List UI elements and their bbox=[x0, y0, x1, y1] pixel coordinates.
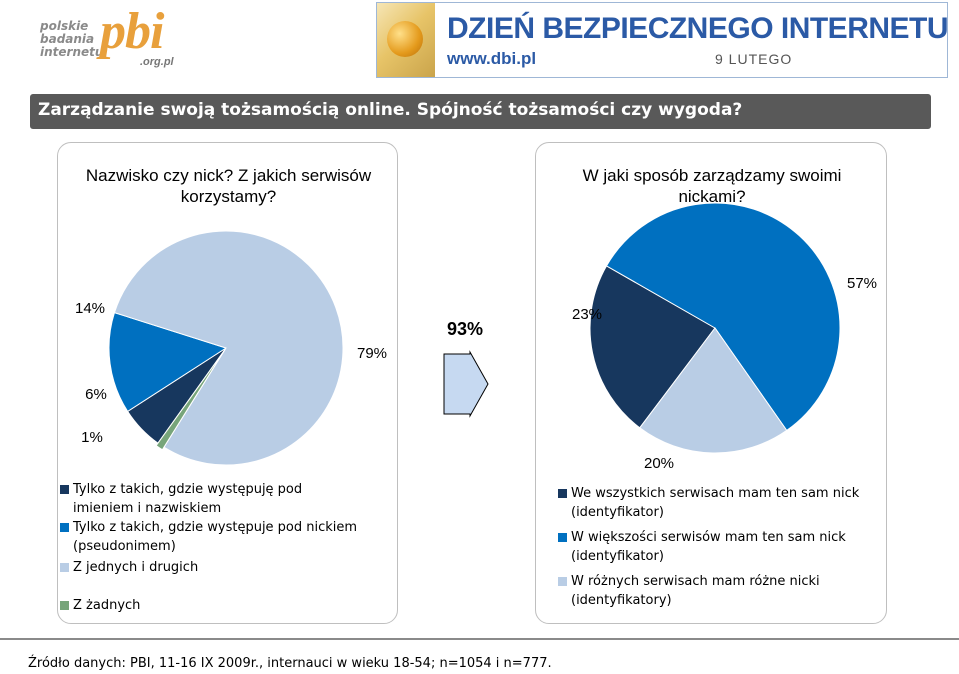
left-panel-title-line: korzystamy? bbox=[180, 187, 277, 206]
legend-label: We wszystkich serwisach mam ten sam nick… bbox=[571, 484, 859, 522]
banner-url: www.dbi.pl bbox=[447, 49, 537, 68]
banner-photo bbox=[377, 3, 435, 77]
legend-label-line: Tylko z takich, gdzie występuje pod nick… bbox=[73, 520, 358, 535]
legend-label: W różnych serwisach mam różne nicki (iden… bbox=[571, 572, 820, 610]
banner-title: DZIEŃ BEZPIECZNEGO INTERNETU 2010 bbox=[447, 12, 948, 45]
legend-label-line: Tylko z takich, gdzie występuję pod bbox=[73, 482, 303, 497]
legend-label-line: (identyfikatory) bbox=[571, 593, 672, 608]
right-panel-title-line: nickami? bbox=[678, 187, 746, 206]
legend-label-line: Z jednych i drugich bbox=[73, 560, 199, 575]
legend-label-line: (identyfikator) bbox=[571, 505, 664, 520]
pbi-logo-line: badania bbox=[40, 32, 95, 46]
left-panel-title: Nazwisko czy nick? Z jakich serwisów kor… bbox=[58, 165, 399, 207]
pie-chart-right: 23% 57% 20% bbox=[572, 202, 877, 472]
arrow-label: 93% bbox=[447, 319, 483, 339]
legend-label: Tylko z takich, gdzie występuje pod nick… bbox=[73, 518, 357, 556]
globe-icon bbox=[387, 21, 423, 57]
legend-swatch bbox=[60, 523, 69, 532]
pie-slice bbox=[639, 327, 788, 454]
slide-title-bar: Zarządzanie swoją tożsamością online. Sp… bbox=[30, 94, 931, 129]
legend-swatch bbox=[558, 577, 567, 586]
pie-slice bbox=[155, 350, 225, 451]
legend-swatch bbox=[60, 563, 69, 572]
slice-label: 79% bbox=[357, 345, 387, 362]
pie-chart-left: 6% 14% 79% 1% bbox=[75, 230, 387, 466]
legend-label-line: W większości serwisów mam ten sam nick bbox=[571, 530, 846, 545]
legend-swatch bbox=[558, 533, 567, 542]
pbi-logo-wordmark: pbi bbox=[100, 3, 164, 60]
slice-label: 14% bbox=[75, 300, 105, 317]
slice-label: 6% bbox=[85, 386, 107, 403]
right-legend: We wszystkich serwisach mam ten sam nick… bbox=[558, 484, 883, 614]
legend-label: Z żadnych bbox=[73, 596, 140, 615]
legend-label-line: Z żadnych bbox=[73, 598, 141, 613]
legend-label-line: W różnych serwisach mam różne nicki bbox=[571, 574, 820, 589]
legend-label-line: (identyfikator) bbox=[571, 549, 664, 564]
source-note: Źródło danych: PBI, 11-16 IX 2009r., int… bbox=[28, 656, 552, 671]
banner-date: 9 LUTEGO bbox=[715, 51, 793, 67]
slice-label: 20% bbox=[644, 455, 674, 472]
legend-label: W większości serwisów mam ten sam nick (i… bbox=[571, 528, 846, 566]
banner-title-text: DZIEŃ BEZPIECZNEGO INTERNETU bbox=[447, 12, 948, 45]
left-panel-title-line: Nazwisko czy nick? Z jakich serwisów bbox=[85, 166, 372, 185]
pie-slice bbox=[113, 230, 344, 466]
pbi-logo-line: internetu bbox=[40, 45, 104, 59]
footer-divider bbox=[0, 638, 959, 640]
slice-label: 57% bbox=[847, 275, 877, 292]
slide-title: Zarządzanie swoją tożsamością online. Sp… bbox=[38, 100, 743, 120]
pbi-logo-caption: polskie badania internetu bbox=[40, 20, 103, 59]
right-arrow-icon bbox=[443, 350, 489, 418]
legend-swatch bbox=[558, 489, 567, 498]
pbi-logo-domain: .org.pl bbox=[140, 56, 174, 68]
pie-slice bbox=[108, 311, 228, 413]
legend-label-line: We wszystkich serwisach mam ten sam nick bbox=[571, 486, 860, 501]
legend-label-line: (pseudonimem) bbox=[73, 539, 176, 554]
left-legend: Tylko z takich, gdzie występuję pod imien… bbox=[60, 480, 390, 620]
pbi-logo-line: polskie bbox=[40, 19, 89, 33]
slice-label: 1% bbox=[81, 429, 103, 446]
legend-label: Z jednych i drugich bbox=[73, 558, 198, 577]
legend-label: Tylko z takich, gdzie występuję pod imien… bbox=[73, 480, 302, 518]
dbi-banner: DZIEŃ BEZPIECZNEGO INTERNETU 2010 www.db… bbox=[376, 2, 948, 78]
right-panel-title: W jaki sposób zarządzamy swoimi nickami? bbox=[536, 165, 888, 207]
right-panel-title-line: W jaki sposób zarządzamy swoimi bbox=[582, 166, 842, 185]
legend-swatch bbox=[60, 485, 69, 494]
slice-label: 23% bbox=[572, 306, 602, 323]
legend-swatch bbox=[60, 601, 69, 610]
pie-slice bbox=[605, 202, 841, 432]
arrow-group: 93% bbox=[443, 319, 489, 418]
pie-slice bbox=[589, 265, 716, 429]
legend-label-line: imieniem i nazwiskiem bbox=[73, 501, 222, 516]
